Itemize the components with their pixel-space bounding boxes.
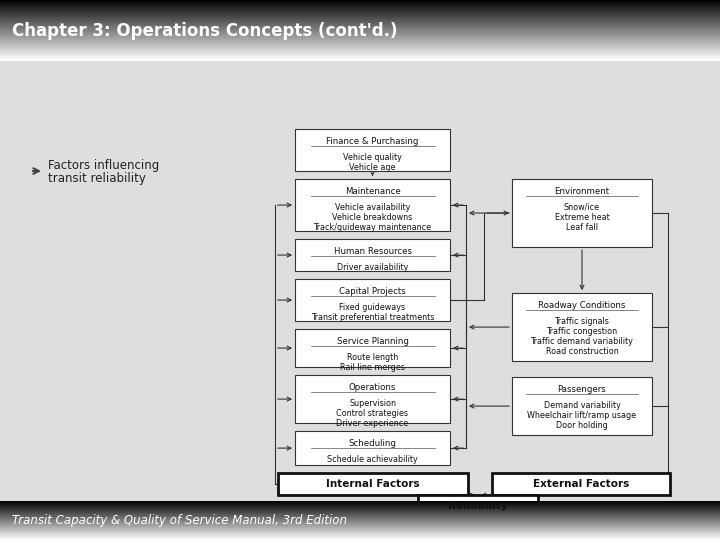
- Bar: [512, 293, 652, 361]
- Text: transit reliability: transit reliability: [48, 172, 146, 185]
- Text: Transit preferential treatments: Transit preferential treatments: [311, 313, 434, 322]
- Text: Vehicle age: Vehicle age: [349, 163, 396, 172]
- Text: Transit Capacity & Quality of Service Manual, 3rd Edition: Transit Capacity & Quality of Service Ma…: [12, 514, 346, 527]
- Text: Internal Factors: Internal Factors: [326, 479, 420, 489]
- Text: Road construction: Road construction: [546, 347, 618, 355]
- Text: Vehicle availability: Vehicle availability: [335, 202, 410, 212]
- Bar: [295, 129, 450, 171]
- Bar: [295, 239, 450, 271]
- Bar: [295, 375, 450, 423]
- Text: Control strategies: Control strategies: [336, 409, 408, 417]
- Text: Reliability: Reliability: [448, 501, 508, 511]
- Text: Snow/ice: Snow/ice: [564, 202, 600, 212]
- Text: Service Planning: Service Planning: [336, 336, 408, 346]
- Text: Door holding: Door holding: [556, 421, 608, 430]
- Bar: [492, 473, 670, 495]
- Text: Leaf fall: Leaf fall: [566, 222, 598, 232]
- Text: Roadway Conditions: Roadway Conditions: [539, 301, 626, 309]
- Text: Schedule achievability: Schedule achievability: [327, 455, 418, 464]
- Bar: [278, 473, 468, 495]
- Text: Traffic demand variability: Traffic demand variability: [531, 336, 634, 346]
- Bar: [295, 279, 450, 321]
- Text: Rail line merges: Rail line merges: [340, 362, 405, 372]
- Bar: [295, 329, 450, 367]
- Text: Wheelchair lift/ramp usage: Wheelchair lift/ramp usage: [528, 410, 636, 420]
- Text: Driver experience: Driver experience: [336, 418, 409, 428]
- Text: Vehicle quality: Vehicle quality: [343, 152, 402, 161]
- Text: Traffic signals: Traffic signals: [554, 316, 609, 326]
- Text: Environment: Environment: [554, 186, 610, 195]
- Text: Finance & Purchasing: Finance & Purchasing: [326, 137, 419, 146]
- Bar: [295, 431, 450, 465]
- Bar: [512, 377, 652, 435]
- Bar: [295, 179, 450, 231]
- Text: Track/guideway maintenance: Track/guideway maintenance: [313, 222, 431, 232]
- Text: Scheduling: Scheduling: [348, 438, 397, 448]
- Text: Demand variability: Demand variability: [544, 401, 621, 410]
- Text: Route length: Route length: [347, 353, 398, 362]
- Text: Human Resources: Human Resources: [333, 247, 412, 255]
- Text: Capital Projects: Capital Projects: [339, 287, 406, 295]
- Text: Factors influencing: Factors influencing: [48, 159, 159, 172]
- Text: Operations: Operations: [348, 383, 396, 391]
- Text: Vehicle breakdowns: Vehicle breakdowns: [333, 213, 413, 221]
- Text: Supervision: Supervision: [349, 399, 396, 408]
- Text: Maintenance: Maintenance: [345, 186, 400, 195]
- Bar: [512, 179, 652, 247]
- Text: Fixed guideways: Fixed guideways: [339, 302, 405, 312]
- Text: Chapter 3: Operations Concepts (cont'd.): Chapter 3: Operations Concepts (cont'd.): [12, 22, 397, 39]
- Text: External Factors: External Factors: [533, 479, 629, 489]
- Text: Driver availability: Driver availability: [337, 262, 408, 272]
- Text: Passengers: Passengers: [557, 384, 606, 394]
- Text: Extreme heat: Extreme heat: [554, 213, 609, 221]
- Bar: [418, 495, 538, 517]
- Text: Traffic congestion: Traffic congestion: [546, 327, 618, 335]
